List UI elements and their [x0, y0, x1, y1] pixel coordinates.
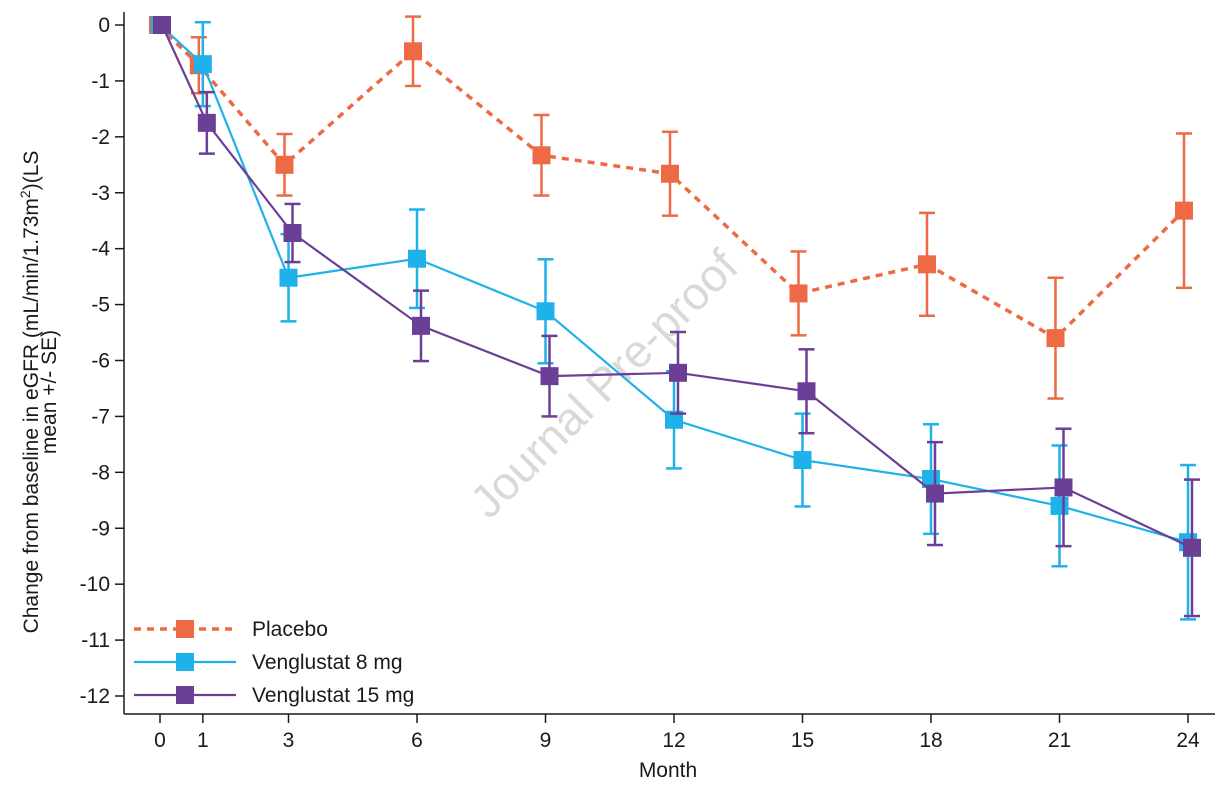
- x-tick-label: 3: [283, 729, 295, 752]
- series-line-placebo: [156, 23, 1186, 341]
- legend-label-placebo: Placebo: [252, 618, 328, 641]
- data-point-placebo: [404, 42, 422, 61]
- data-point-v15: [926, 484, 944, 503]
- y-tick-label: -12: [80, 685, 110, 708]
- data-point-placebo: [1046, 329, 1065, 348]
- y-axis-title-main: Change from baseline in eGFR (mL/min/1.7…: [20, 198, 43, 633]
- x-tick-label: 21: [1048, 729, 1071, 752]
- y-tick-label: -7: [91, 405, 110, 428]
- data-point-v8: [279, 268, 298, 287]
- y-axis-title-superscript: 2: [17, 190, 33, 198]
- y-tick-label: -10: [80, 573, 110, 596]
- legend-marker-placebo: [176, 620, 194, 638]
- x-tick-label: 6: [411, 729, 423, 752]
- legend-marker-v8: [176, 653, 194, 671]
- data-point-placebo: [1175, 201, 1193, 220]
- data-point-placebo: [661, 164, 679, 183]
- data-point-placebo: [532, 146, 551, 165]
- axes-layer: 0 -1 -2 -3 -4 -5 -6 -7 -8 -9 -10 -11 -12 0 1 3 6 9 12 15 18 2…: [80, 12, 1215, 752]
- data-point-placebo: [918, 255, 936, 274]
- y-tick-label: -11: [81, 629, 110, 652]
- data-point-v8: [665, 410, 683, 429]
- y-axis-title-end: )(LS: [20, 151, 43, 191]
- legend: Placebo Venglustat 8 mg Venglustat 15 mg: [134, 618, 414, 707]
- y-tick-label: -1: [91, 70, 110, 93]
- x-tick-label: 15: [791, 729, 814, 752]
- data-point-v8: [193, 55, 212, 74]
- y-tick-label: -4: [91, 238, 110, 261]
- y-tick-label: -6: [91, 350, 110, 373]
- y-tick-label: -2: [91, 126, 110, 149]
- series-v15: [153, 16, 1201, 618]
- data-point-v8: [793, 451, 812, 470]
- data-point-v15: [797, 382, 816, 401]
- data-point-v15: [1183, 538, 1201, 557]
- y-axis-title: Change from baseline in eGFR (mL/min/1.7…: [17, 151, 43, 634]
- series-line-v8: [159, 24, 1189, 544]
- series-layer: [149, 15, 1201, 621]
- y-tick-label: -8: [91, 461, 110, 484]
- data-point-v8: [408, 249, 426, 268]
- x-tick-label: 24: [1176, 729, 1200, 752]
- x-tick-label: 12: [662, 729, 685, 752]
- data-point-v15: [283, 224, 302, 243]
- y-tick-label: -5: [91, 294, 110, 317]
- x-tick-label: 0: [154, 729, 166, 752]
- data-point-placebo: [789, 284, 808, 303]
- legend-label-v8: Venglustat 8 mg: [252, 651, 403, 674]
- x-tick-label: 1: [197, 729, 209, 752]
- legend-marker-v15: [176, 686, 194, 704]
- y-tick-label: 0: [98, 14, 110, 37]
- legend-label-v15: Venglustat 15 mg: [252, 684, 414, 707]
- data-point-v15: [197, 113, 216, 132]
- x-tick-label: 18: [919, 729, 942, 752]
- data-point-placebo: [275, 155, 294, 174]
- data-point-v8: [1050, 496, 1069, 515]
- watermark-text: Journal Pre-proof: [460, 239, 748, 527]
- x-axis-title: Month: [639, 759, 697, 782]
- y-axis-title-line2: mean +/- SE): [38, 330, 61, 454]
- series-line-v15: [160, 24, 1193, 549]
- data-point-v15: [153, 16, 171, 34]
- x-tick-label: 9: [540, 729, 552, 752]
- data-point-v15: [1054, 478, 1073, 497]
- data-point-v15: [669, 363, 687, 382]
- y-tick-label: -3: [91, 182, 110, 205]
- data-point-v15: [540, 367, 559, 386]
- data-point-v8: [536, 302, 555, 321]
- data-point-v15: [412, 316, 430, 335]
- y-tick-label: -9: [91, 517, 110, 540]
